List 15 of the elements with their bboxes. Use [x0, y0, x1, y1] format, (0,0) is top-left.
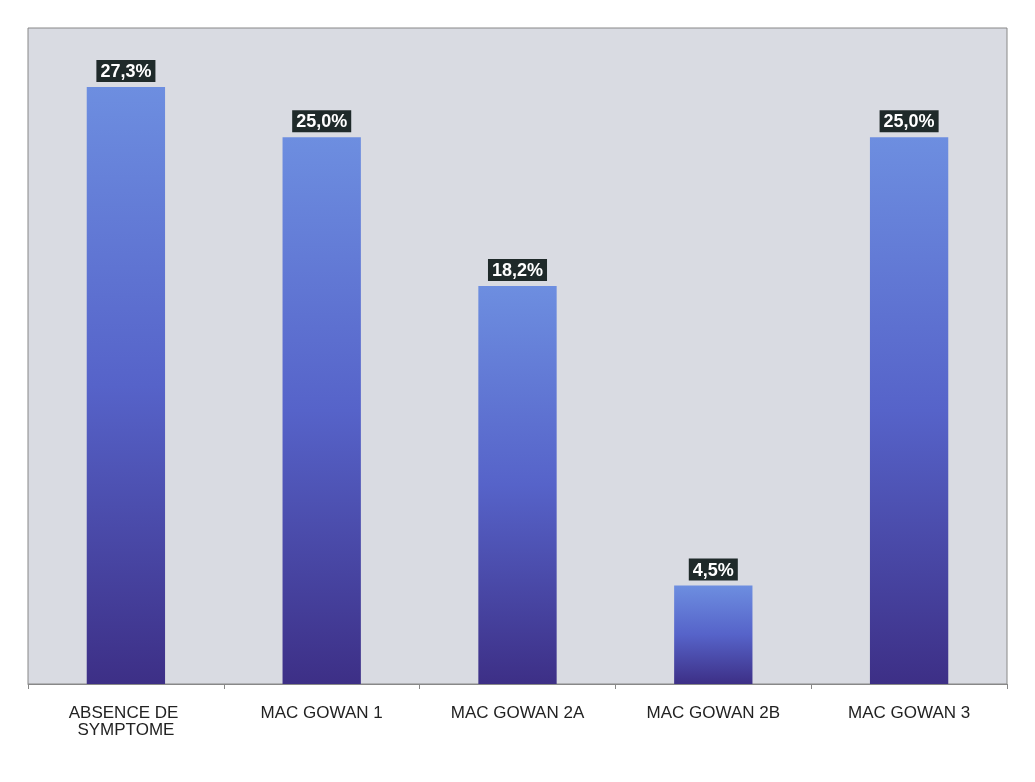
- x-tick-label: MAC GOWAN 2B: [646, 703, 781, 722]
- x-tick-label: MAC GOWAN 2A: [450, 703, 585, 722]
- data-label: 25,0%: [296, 111, 348, 132]
- bar: [86, 87, 166, 684]
- bar: [869, 137, 949, 684]
- data-label: 4,5%: [692, 559, 734, 580]
- bar: [282, 137, 361, 684]
- x-tick-label: ABSENCE DE SYMPTOME: [68, 703, 184, 739]
- bar: [478, 286, 557, 684]
- data-label: 25,0%: [883, 111, 935, 132]
- data-label: 27,3%: [100, 61, 152, 82]
- x-tick-label: MAC GOWAN 3: [848, 703, 971, 722]
- data-label: 18,2%: [491, 260, 544, 281]
- bar: [674, 585, 753, 684]
- x-tick-label: MAC GOWAN 1: [260, 703, 383, 722]
